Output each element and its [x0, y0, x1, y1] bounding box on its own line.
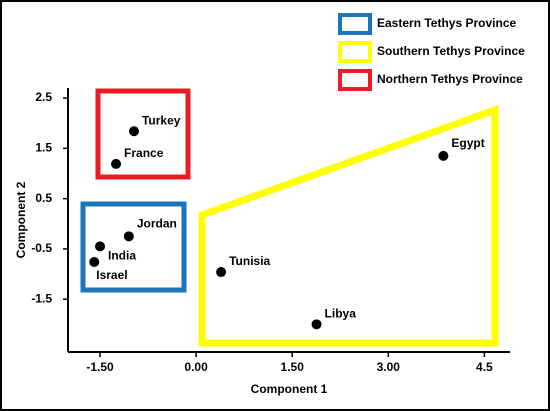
point-label: Libya	[325, 307, 357, 321]
point-label: India	[108, 249, 136, 263]
legend-label: Eastern Tethys Province	[377, 16, 516, 30]
northern-box	[95, 88, 191, 180]
legend-swatch	[338, 41, 372, 63]
southern-box	[198, 105, 499, 347]
point-label: Egypt	[451, 136, 484, 150]
y-tick-label: 2.5	[35, 90, 52, 104]
x-tick-label: 4.5	[476, 360, 493, 374]
y-tick-label: 0.5	[35, 191, 52, 205]
point	[123, 231, 134, 242]
x-axis-title: Component 1	[251, 382, 328, 396]
point	[438, 150, 449, 161]
point-label: Jordan	[137, 217, 177, 231]
legend-label: Southern Tethys Province	[377, 44, 525, 58]
point	[111, 158, 122, 169]
legend-label: Northern Tethys Province	[377, 72, 523, 86]
x-tick-label: 3.00	[377, 360, 401, 374]
point	[128, 126, 139, 137]
point-label: Tunisia	[229, 254, 270, 268]
point-label: Turkey	[142, 113, 181, 127]
point-label: France	[124, 146, 164, 160]
legend-swatch	[338, 13, 372, 35]
legend-swatch	[338, 69, 372, 91]
point	[89, 256, 100, 267]
x-tick-label: -1.50	[86, 360, 114, 374]
point	[311, 319, 322, 330]
y-tick-label: 1.5	[35, 141, 52, 155]
y-tick-label: -1.5	[31, 291, 52, 305]
y-tick-label: -0.5	[31, 241, 52, 255]
eastern-box	[80, 201, 187, 293]
point-label: Israel	[96, 268, 127, 282]
x-tick-label: 0.00	[184, 360, 208, 374]
x-tick-label: 1.50	[281, 360, 305, 374]
y-axis-title: Component 2	[14, 181, 28, 258]
point	[95, 241, 106, 252]
point	[216, 267, 227, 278]
